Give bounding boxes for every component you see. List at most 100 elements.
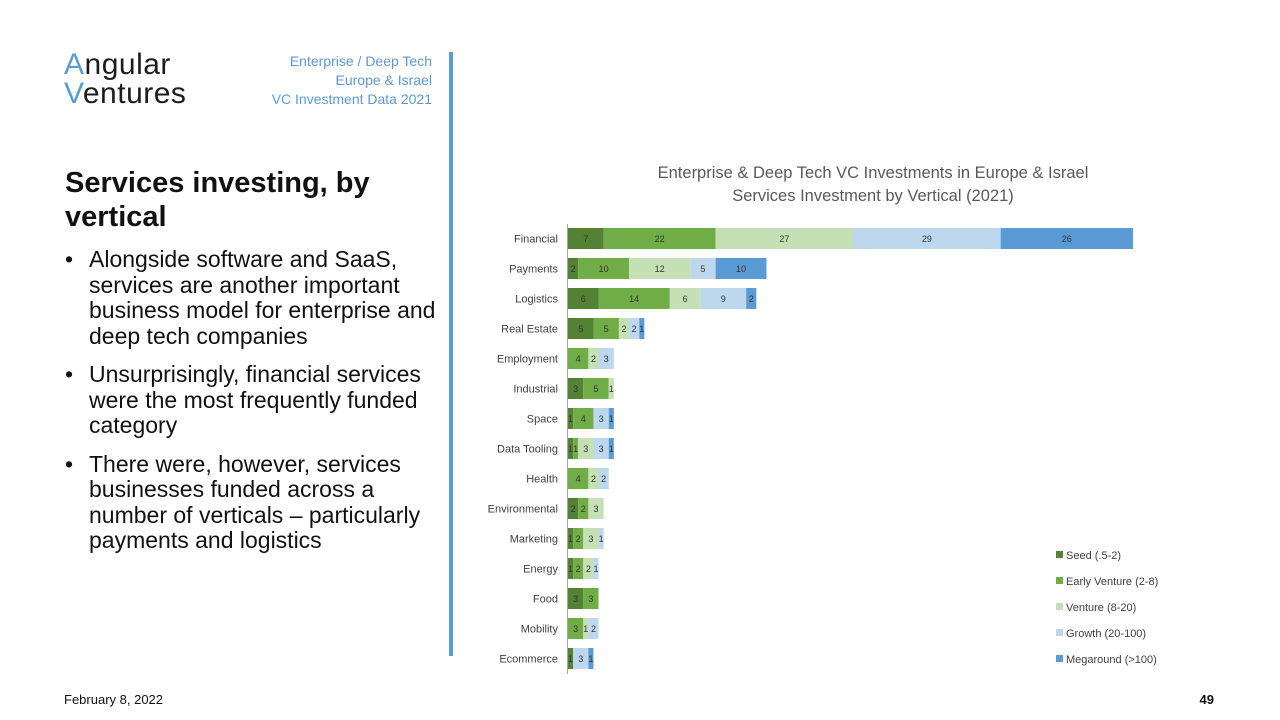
bar-payments-growth-20-100 xyxy=(690,258,716,279)
legend-label-venture-8-20: Venture (8-20) xyxy=(1066,602,1136,614)
bar-food-seed-5-2 xyxy=(568,588,584,609)
data-label-financial-megaround-100: 26 xyxy=(1062,234,1072,244)
data-label-energy-seed-5-2: 1 xyxy=(568,564,573,574)
data-label-payments-seed-5-2: 2 xyxy=(571,264,576,274)
data-label-real-estate-venture-8-20: 2 xyxy=(621,324,626,334)
bar-financial-megaround-100 xyxy=(1000,228,1133,249)
bar-data-tooling-growth-20-100 xyxy=(593,438,609,459)
category-label-health: Health xyxy=(526,474,558,486)
header-line-3: VC Investment Data 2021 xyxy=(271,91,432,107)
data-label-ecommerce-megaround-100: 1 xyxy=(588,654,593,664)
data-label-space-seed-5-2: 1 xyxy=(568,414,573,424)
bar-financial-growth-20-100 xyxy=(853,228,1001,249)
bar-logistics-megaround-100 xyxy=(746,288,757,309)
data-label-space-megaround-100: 1 xyxy=(609,414,614,424)
category-label-real-estate: Real Estate xyxy=(501,324,558,336)
data-label-food-early-venture-2-8: 3 xyxy=(588,594,593,604)
bar-logistics-seed-5-2 xyxy=(568,288,599,309)
page-number: 49 xyxy=(1199,692,1214,707)
data-label-health-venture-8-20: 2 xyxy=(591,474,596,484)
bar-data-tooling-early-venture-2-8 xyxy=(573,438,579,459)
bar-environmental-early-venture-2-8 xyxy=(578,498,589,519)
data-label-data-tooling-growth-20-100: 3 xyxy=(599,444,604,454)
legend-label-growth-20-100: Growth (20-100) xyxy=(1066,628,1146,640)
chart-title: Enterprise & Deep Tech VC Investments in… xyxy=(658,164,1089,182)
data-label-environmental-seed-5-2: 2 xyxy=(571,504,576,514)
data-label-payments-growth-20-100: 5 xyxy=(700,264,705,274)
bar-energy-growth-20-100 xyxy=(593,558,599,579)
bar-data-tooling-seed-5-2 xyxy=(568,438,574,459)
bar-real-estate-growth-20-100 xyxy=(629,318,640,339)
legend-label-megaround-100: Megaround (>100) xyxy=(1066,654,1157,666)
bar-environmental-seed-5-2 xyxy=(568,498,579,519)
bar-health-growth-20-100 xyxy=(598,468,609,489)
data-label-payments-early-venture-2-8: 10 xyxy=(599,264,609,274)
bar-industrial-seed-5-2 xyxy=(568,378,584,399)
data-label-logistics-seed-5-2: 6 xyxy=(581,294,586,304)
data-label-financial-venture-8-20: 27 xyxy=(779,234,789,244)
data-label-space-early-venture-2-8: 4 xyxy=(581,414,586,424)
data-label-data-tooling-seed-5-2: 1 xyxy=(568,444,573,454)
data-label-food-seed-5-2: 3 xyxy=(573,594,578,604)
bar-space-seed-5-2 xyxy=(568,408,574,429)
bar-health-venture-8-20 xyxy=(588,468,599,489)
data-label-real-estate-megaround-100: 1 xyxy=(639,324,644,334)
bar-industrial-venture-8-20 xyxy=(608,378,614,399)
data-label-health-early-venture-2-8: 4 xyxy=(576,474,581,484)
chart-bars: 7 22 27 29 262 10 12 5 106 14 6 9 25 5 2 2 14 2 33 5 11 4 3 11 1… xyxy=(568,228,1133,669)
bar-real-estate-megaround-100 xyxy=(639,318,645,339)
data-label-employment-growth-20-100: 3 xyxy=(604,354,609,364)
bar-employment-growth-20-100 xyxy=(598,348,614,369)
data-label-payments-venture-8-20: 12 xyxy=(655,264,665,274)
legend-label-early-venture-2-8: Early Venture (2-8) xyxy=(1066,576,1158,588)
data-label-health-growth-20-100: 2 xyxy=(601,474,606,484)
category-label-energy: Energy xyxy=(523,564,558,576)
category-label-space: Space xyxy=(527,414,558,426)
category-label-data-tooling: Data Tooling xyxy=(497,444,558,456)
bullet-item: Unsurprisingly, financial services were … xyxy=(65,361,445,439)
bar-financial-venture-8-20 xyxy=(715,228,854,249)
logo-line-1: Angular xyxy=(64,48,171,81)
data-label-real-estate-seed-5-2: 5 xyxy=(578,324,583,334)
bullet-list: Alongside software and SaaS, services ar… xyxy=(65,246,445,567)
data-label-mobility-early-venture-2-8: 3 xyxy=(573,624,578,634)
bar-financial-early-venture-2-8 xyxy=(603,228,716,249)
chart-legend: Seed (.5-2) Early Venture (2-8) Venture (8… xyxy=(1056,550,1158,666)
data-label-energy-growth-20-100: 1 xyxy=(593,564,598,574)
category-label-food: Food xyxy=(533,594,558,606)
data-label-marketing-venture-8-20: 3 xyxy=(588,534,593,544)
data-label-employment-early-venture-2-8: 4 xyxy=(576,354,581,364)
bar-environmental-venture-8-20 xyxy=(588,498,604,519)
bar-industrial-early-venture-2-8 xyxy=(583,378,609,399)
data-label-marketing-early-venture-2-8: 2 xyxy=(576,534,581,544)
slide-title: Services investing, by vertical xyxy=(65,167,370,233)
data-label-logistics-growth-20-100: 9 xyxy=(721,294,726,304)
bar-real-estate-seed-5-2 xyxy=(568,318,594,339)
data-label-environmental-early-venture-2-8: 2 xyxy=(581,504,586,514)
header-line-1: Enterprise / Deep Tech xyxy=(289,53,432,69)
legend-label-seed-5-2: Seed (.5-2) xyxy=(1066,550,1121,562)
bar-ecommerce-seed-5-2 xyxy=(568,648,574,669)
data-label-financial-early-venture-2-8: 22 xyxy=(655,234,665,244)
data-label-real-estate-early-venture-2-8: 5 xyxy=(604,324,609,334)
bar-space-early-venture-2-8 xyxy=(573,408,594,429)
bar-food-early-venture-2-8 xyxy=(583,588,599,609)
data-label-data-tooling-venture-8-20: 3 xyxy=(583,444,588,454)
legend-swatch-seed-5-2 xyxy=(1056,551,1063,558)
bar-marketing-early-venture-2-8 xyxy=(573,528,584,549)
category-label-employment: Employment xyxy=(497,354,558,366)
category-label-financial: Financial xyxy=(514,234,558,246)
bar-energy-venture-8-20 xyxy=(583,558,594,579)
bar-mobility-venture-8-20 xyxy=(583,618,589,639)
data-label-marketing-growth-20-100: 1 xyxy=(599,534,604,544)
data-label-financial-growth-20-100: 29 xyxy=(922,234,932,244)
bar-ecommerce-growth-20-100 xyxy=(573,648,589,669)
data-label-industrial-seed-5-2: 3 xyxy=(573,384,578,394)
bar-logistics-venture-8-20 xyxy=(669,288,701,309)
data-label-employment-venture-8-20: 2 xyxy=(591,354,596,364)
data-label-industrial-venture-8-20: 1 xyxy=(609,384,614,394)
bar-payments-venture-8-20 xyxy=(629,258,691,279)
data-label-marketing-seed-5-2: 1 xyxy=(568,534,573,544)
legend-swatch-early-venture-2-8 xyxy=(1056,577,1063,584)
data-label-space-growth-20-100: 3 xyxy=(599,414,604,424)
